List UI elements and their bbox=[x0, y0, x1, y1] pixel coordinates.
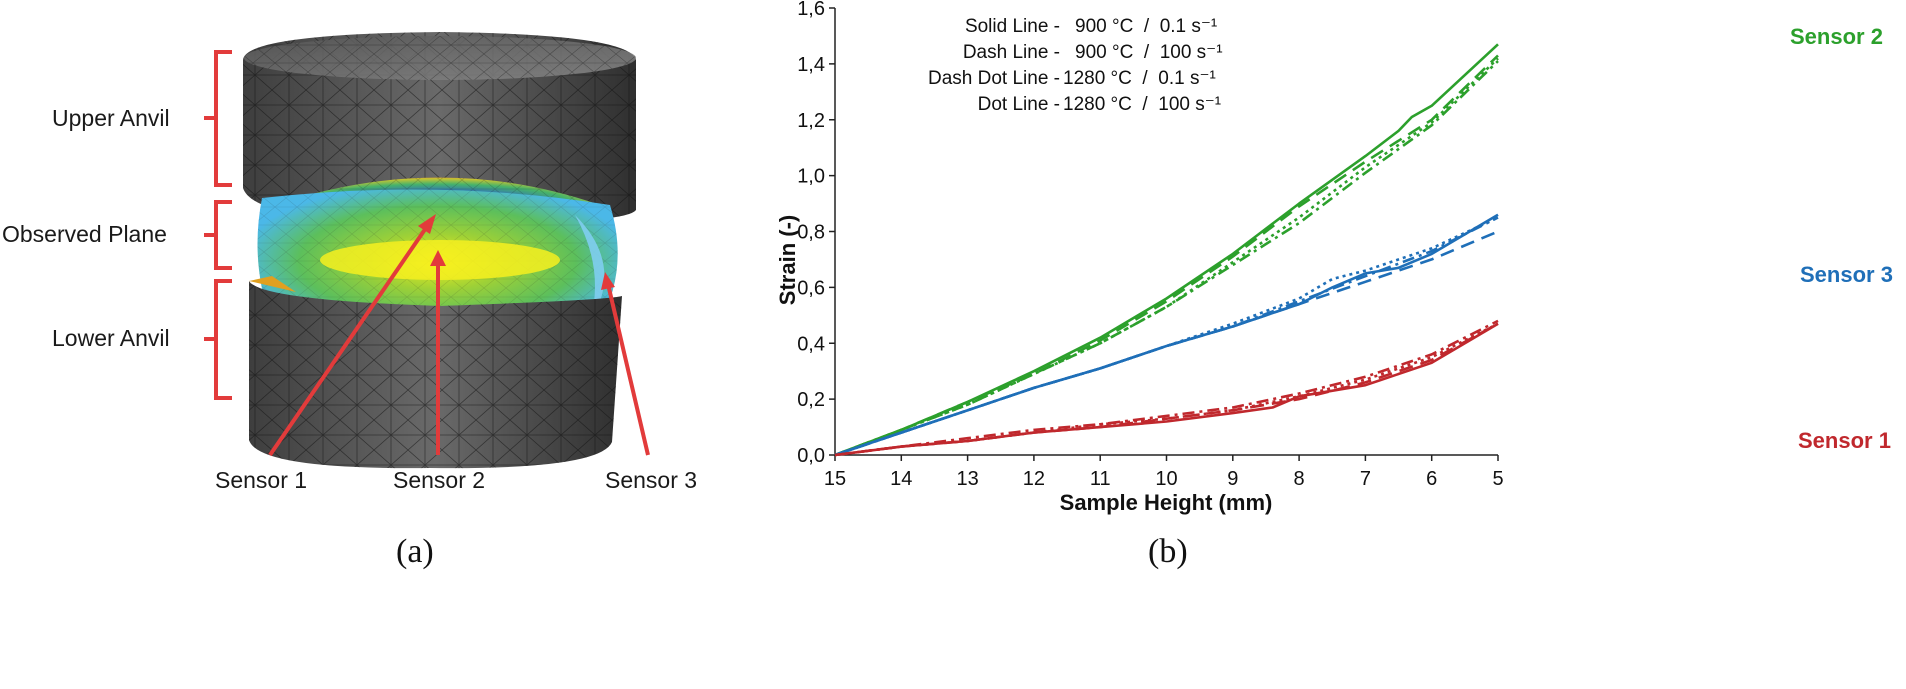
legend-entry-name-3: Dot Line - bbox=[978, 94, 1060, 115]
sensor-1-arrowhead bbox=[418, 214, 436, 234]
series-line-10 bbox=[834, 319, 1499, 457]
y-tick-label: 1,0 bbox=[797, 166, 825, 188]
sensor-3-label: Sensor 3 bbox=[605, 467, 697, 493]
series-line-7 bbox=[834, 216, 1499, 457]
x-tick-label: 12 bbox=[1023, 468, 1045, 490]
sensor-2-arrowhead bbox=[430, 250, 446, 266]
legend-entry-cond-3: 1280 °C / 100 s⁻¹ bbox=[1063, 94, 1221, 115]
upper-anvil-bracket bbox=[204, 50, 232, 187]
lower-anvil-illustration bbox=[249, 276, 622, 469]
series-line-2 bbox=[834, 60, 1499, 457]
x-tick-label: 8 bbox=[1294, 468, 1305, 490]
x-tick-label: 10 bbox=[1155, 468, 1177, 490]
x-axis-title: Sample Height (mm) bbox=[1060, 490, 1273, 515]
y-tick-label: 0,8 bbox=[797, 222, 825, 244]
sensor-arrows bbox=[268, 214, 650, 457]
sensor-1-series-label: Sensor 1 bbox=[1798, 428, 1891, 453]
panel-a-caption: (a) bbox=[396, 533, 434, 570]
legend-entry-name-2: Dash Dot Line - bbox=[928, 68, 1060, 89]
strain-chart: 15 14 13 12 11 10 9 8 7 6 5 0,0 0,2 0,4 0,6 0,8 1,0 1,2 1… bbox=[775, 0, 1893, 515]
legend-entry-cond-0: 900 °C / 0.1 s⁻¹ bbox=[1075, 16, 1217, 37]
y-tick-label: 0,2 bbox=[797, 389, 825, 411]
legend: Solid Line - 900 °C / 0.1 s⁻¹ Dash Line … bbox=[928, 16, 1223, 115]
panel-b-caption: (b) bbox=[1148, 533, 1188, 570]
chart-series bbox=[834, 43, 1499, 457]
y-tick-label: 1,4 bbox=[797, 54, 825, 76]
y-tick-label: 1,2 bbox=[797, 110, 825, 132]
y-tick-label: 1,6 bbox=[797, 0, 825, 20]
upper-anvil-illustration bbox=[243, 32, 636, 229]
legend-entry-name-0: Solid Line - bbox=[965, 16, 1060, 37]
sensor-2-label: Sensor 2 bbox=[393, 467, 485, 493]
lower-anvil-label: Lower Anvil bbox=[52, 325, 170, 351]
y-tick-label: 0,6 bbox=[797, 277, 825, 299]
y-axis-title: Strain (-) bbox=[775, 215, 800, 305]
x-tick-label: 14 bbox=[890, 468, 912, 490]
lower-anvil-bracket bbox=[204, 279, 232, 400]
x-tick-label: 9 bbox=[1227, 468, 1238, 490]
x-tick-label: 11 bbox=[1090, 468, 1111, 490]
panel-a: Upper Anvil Observed Plane Lower Anvil S… bbox=[2, 32, 697, 570]
series-line-3 bbox=[834, 57, 1499, 457]
legend-entry-name-1: Dash Line - bbox=[963, 42, 1060, 63]
legend-entry-cond-2: 1280 °C / 0.1 s⁻¹ bbox=[1063, 68, 1216, 89]
legend-entry-cond-1: 900 °C / 100 s⁻¹ bbox=[1075, 42, 1223, 63]
x-tick-label: 7 bbox=[1360, 468, 1371, 490]
series-line-6 bbox=[834, 216, 1499, 457]
x-tick-label: 13 bbox=[956, 468, 978, 490]
sensor-2-series-label: Sensor 2 bbox=[1790, 24, 1883, 49]
x-ticks: 15 14 13 12 11 10 9 8 7 6 5 bbox=[824, 455, 1504, 490]
observed-plane-bracket bbox=[204, 200, 232, 270]
x-tick-label: 15 bbox=[824, 468, 846, 490]
x-tick-label: 6 bbox=[1426, 468, 1437, 490]
sensor-3-series-label: Sensor 3 bbox=[1800, 262, 1893, 287]
x-tick-label: 5 bbox=[1492, 468, 1503, 490]
series-line-5 bbox=[834, 230, 1499, 457]
y-ticks: 0,0 0,2 0,4 0,6 0,8 1,0 1,2 1,4 1,6 bbox=[797, 0, 835, 467]
sensor-1-arrow bbox=[268, 223, 430, 457]
series-line-11 bbox=[834, 322, 1499, 457]
y-tick-label: 0,0 bbox=[797, 445, 825, 467]
sensor-1-label: Sensor 1 bbox=[215, 467, 307, 493]
series-line-8 bbox=[834, 322, 1499, 457]
sensor-3-arrow bbox=[606, 283, 650, 456]
series-line-9 bbox=[834, 322, 1499, 457]
upper-anvil-label: Upper Anvil bbox=[52, 105, 170, 131]
observed-plane-label: Observed Plane bbox=[2, 221, 167, 247]
y-tick-label: 0,4 bbox=[797, 333, 825, 355]
sensor-3-arrowhead bbox=[601, 272, 615, 290]
series-line-1 bbox=[834, 54, 1499, 457]
